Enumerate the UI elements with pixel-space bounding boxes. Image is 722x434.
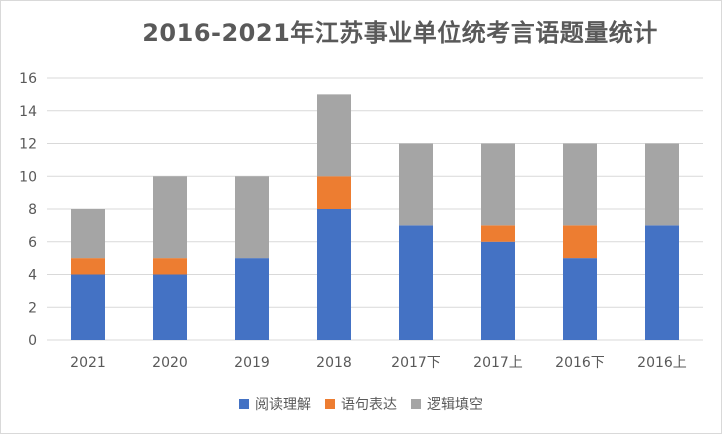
y-tick-label: 0: [28, 333, 37, 349]
bar-segment: [71, 258, 105, 275]
bar-segment: [153, 258, 187, 275]
legend-swatch: [325, 399, 335, 409]
y-tick-label: 2: [28, 300, 37, 316]
bar-segment: [235, 176, 269, 259]
bar-segment: [481, 225, 515, 242]
bar-segment: [563, 225, 597, 259]
y-tick-label: 16: [19, 71, 37, 87]
legend-swatch: [239, 399, 249, 409]
bar-segment: [563, 143, 597, 226]
bar-segment: [71, 274, 105, 340]
legend-label: 逻辑填空: [427, 397, 483, 413]
bar-segment: [317, 209, 351, 340]
bar-segment: [71, 209, 105, 259]
x-tick-label: 2017上: [473, 355, 523, 371]
y-tick-label: 6: [28, 235, 37, 251]
y-tick-label: 8: [28, 202, 37, 218]
legend-swatch: [411, 399, 421, 409]
x-tick-label: 2016上: [637, 355, 687, 371]
x-tick-label: 2019: [234, 355, 270, 371]
legend-label: 阅读理解: [255, 397, 311, 413]
bar-segment: [645, 225, 679, 340]
bar-segment: [235, 258, 269, 340]
x-tick-label: 2016下: [555, 355, 605, 371]
bar-segment: [563, 258, 597, 340]
chart-legend: 阅读理解 语句表达 逻辑填空: [1, 394, 721, 414]
y-tick-label: 4: [28, 268, 37, 284]
bar-segment: [399, 225, 433, 340]
x-tick-label: 2017下: [391, 355, 441, 371]
x-tick-label: 2018: [316, 355, 352, 371]
legend-item: 语句表达: [325, 394, 397, 414]
bar-segment: [399, 143, 433, 226]
bar-segment: [481, 241, 515, 340]
legend-item: 逻辑填空: [411, 394, 483, 414]
bar-segment: [645, 143, 679, 226]
y-tick-label: 14: [19, 104, 37, 120]
legend-label: 语句表达: [341, 397, 397, 413]
x-tick-label: 2020: [152, 355, 188, 371]
legend-item: 阅读理解: [239, 394, 311, 414]
x-tick-label: 2021: [70, 355, 106, 371]
y-tick-label: 10: [19, 169, 37, 185]
bar-segment: [481, 143, 515, 226]
bar-segment: [153, 274, 187, 340]
bar-segment: [317, 94, 351, 177]
bar-segment: [153, 176, 187, 259]
bar-segment: [317, 176, 351, 209]
chart-title: 2016-2021年江苏事业单位统考言语题量统计: [142, 19, 658, 47]
y-tick-label: 12: [19, 137, 37, 153]
